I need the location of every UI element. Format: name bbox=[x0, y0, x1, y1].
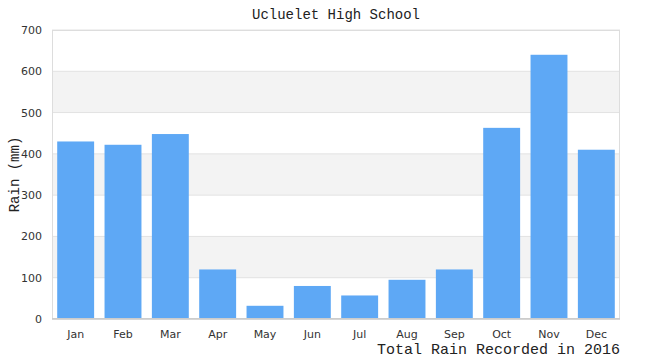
y-tick-label: 700 bbox=[21, 24, 42, 37]
bar bbox=[294, 286, 331, 319]
y-tick-label: 600 bbox=[21, 65, 42, 78]
x-tick-label: Nov bbox=[538, 328, 560, 341]
x-tick-label: May bbox=[254, 328, 277, 341]
bar bbox=[531, 55, 568, 319]
bar bbox=[105, 145, 142, 319]
x-tick-label: Dec bbox=[586, 328, 607, 341]
x-tick-label: Jan bbox=[66, 328, 84, 341]
x-tick-label: Feb bbox=[113, 328, 132, 341]
x-tick-label: Oct bbox=[492, 328, 512, 341]
y-tick-label: 0 bbox=[35, 313, 42, 326]
bar bbox=[341, 295, 378, 319]
chart-container: 0 100 200 300 400 500 600 700 Jan Feb Mar Apr May Jun… bbox=[0, 0, 650, 360]
bar bbox=[389, 280, 426, 319]
bar bbox=[483, 128, 520, 319]
x-tick-label: Sep bbox=[444, 328, 465, 341]
bar bbox=[578, 150, 615, 319]
x-axis-label: Total Rain Recorded in 2016 bbox=[377, 342, 620, 359]
y-tick-label: 200 bbox=[21, 230, 42, 243]
x-tick-label: Apr bbox=[208, 328, 228, 341]
grid-line bbox=[52, 319, 620, 320]
y-tick-label: 100 bbox=[21, 272, 42, 285]
bar bbox=[57, 141, 94, 319]
x-tick-label: Jul bbox=[352, 328, 366, 341]
plot-frame bbox=[53, 31, 620, 319]
x-tick-label: Jun bbox=[303, 328, 321, 341]
x-axis-line bbox=[52, 319, 620, 320]
bar bbox=[152, 134, 189, 319]
chart-svg: 0 100 200 300 400 500 600 700 Jan Feb Mar Apr May Jun… bbox=[0, 0, 650, 360]
y-axis-label: Rain (mm) bbox=[7, 137, 23, 213]
bars bbox=[57, 55, 615, 319]
chart-title: Ucluelet High School bbox=[252, 7, 420, 23]
plot-background bbox=[52, 30, 620, 319]
y-tick-label: 300 bbox=[21, 189, 42, 202]
y-tick-label: 400 bbox=[21, 148, 42, 161]
bar bbox=[199, 269, 236, 319]
y-tick-label: 500 bbox=[21, 107, 42, 120]
bar bbox=[247, 306, 284, 319]
bar bbox=[436, 269, 473, 319]
x-tick-label: Mar bbox=[160, 328, 181, 341]
x-tick-label: Aug bbox=[396, 328, 417, 341]
